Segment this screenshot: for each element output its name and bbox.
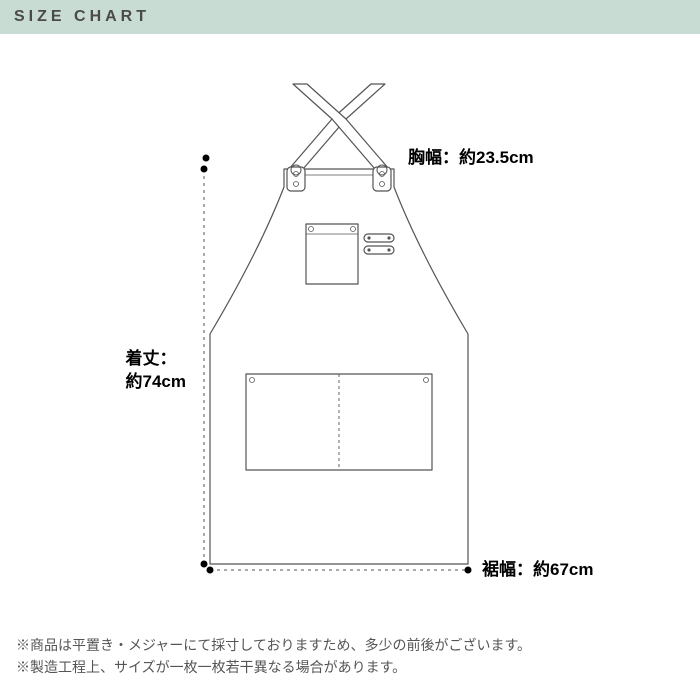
chest-width-text: 胸幅：約23.5cm [408, 148, 534, 167]
length-text-1: 着丈： [126, 349, 177, 368]
length-label: 着丈： 約74cm [126, 347, 186, 395]
note-line-2: ※製造工程上、サイズが一枚一枚若干異なる場合があります。 [16, 656, 684, 678]
note-line-1: ※商品は平置き・メジャーにて採寸しておりますため、多少の前後がございます。 [16, 634, 684, 656]
header-title: SIZE CHART [14, 8, 150, 26]
hem-width-text: 裾幅：約67cm [482, 560, 593, 579]
size-chart-header: SIZE CHART [0, 0, 700, 34]
hem-width-label: 裾幅：約67cm [482, 558, 593, 582]
length-text-2: 約74cm [126, 372, 186, 391]
footer-notes: ※商品は平置き・メジャーにて採寸しておりますため、多少の前後がございます。 ※製… [0, 634, 700, 679]
chest-width-label: 胸幅：約23.5cm [408, 146, 534, 170]
apron-svg [0, 34, 700, 634]
apron-diagram: 胸幅：約23.5cm 着丈： 約74cm 裾幅：約67cm [0, 34, 700, 634]
